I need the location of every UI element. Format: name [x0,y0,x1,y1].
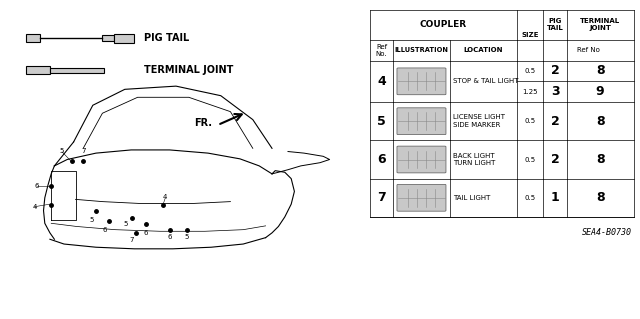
Text: TERMINAL JOINT: TERMINAL JOINT [144,65,234,75]
Text: LICENSE LIGHT
SIDE MARKER: LICENSE LIGHT SIDE MARKER [453,115,505,128]
Text: Ref
No.: Ref No. [376,44,387,57]
Bar [26,66,50,74]
Bar [50,68,104,73]
Text: 6: 6 [35,183,40,189]
Text: LOCATION: LOCATION [464,47,503,53]
Text: 5: 5 [60,148,64,153]
Text: 9: 9 [596,85,604,98]
Text: 0.5: 0.5 [525,68,536,74]
Text: 8: 8 [596,153,604,166]
Text: 5: 5 [90,217,93,223]
Text: 5: 5 [185,234,189,240]
Text: 2: 2 [550,64,559,78]
Text: FR.: FR. [195,118,212,128]
Text: 4: 4 [163,194,167,200]
Text: 2: 2 [550,115,559,128]
Text: COUPLER: COUPLER [420,20,467,29]
Bar [102,35,114,41]
Text: 4: 4 [377,75,386,88]
Text: SIZE: SIZE [522,32,539,38]
Text: 7: 7 [81,148,86,153]
Text: 2: 2 [550,153,559,166]
Text: 4: 4 [33,204,36,210]
Text: ILLUSTRATION: ILLUSTRATION [394,47,449,53]
Bar [114,34,134,43]
Text: PIG TAIL: PIG TAIL [144,33,189,43]
Text: 6: 6 [102,227,107,233]
Text: 6: 6 [377,153,386,166]
FancyBboxPatch shape [397,68,446,95]
Text: 8: 8 [596,64,604,78]
FancyBboxPatch shape [397,146,446,173]
Text: 5: 5 [124,221,127,227]
Text: 6: 6 [167,234,172,240]
Text: 5: 5 [377,115,386,128]
Text: BACK LIGHT
TURN LIGHT: BACK LIGHT TURN LIGHT [453,153,495,166]
Text: PIG
TAIL: PIG TAIL [547,18,563,31]
FancyBboxPatch shape [397,184,446,211]
Text: 7: 7 [129,237,134,243]
Text: 7: 7 [377,191,386,204]
Text: 8: 8 [596,115,604,128]
Text: SEA4-B0730: SEA4-B0730 [582,228,632,237]
Text: 8: 8 [596,191,604,204]
Text: 3: 3 [550,85,559,98]
Text: Ref No: Ref No [577,47,600,53]
Text: STOP & TAIL LIGHT: STOP & TAIL LIGHT [453,78,518,84]
FancyBboxPatch shape [397,108,446,135]
Bar [26,34,40,42]
Text: 0.5: 0.5 [525,118,536,124]
Text: 0.5: 0.5 [525,195,536,201]
Text: TAIL LIGHT: TAIL LIGHT [453,195,490,201]
Text: 1.25: 1.25 [522,89,538,95]
Text: 1: 1 [550,191,559,204]
Text: 0.5: 0.5 [525,157,536,162]
Text: TERMINAL
JOINT: TERMINAL JOINT [580,18,620,31]
Text: 6: 6 [143,230,148,236]
